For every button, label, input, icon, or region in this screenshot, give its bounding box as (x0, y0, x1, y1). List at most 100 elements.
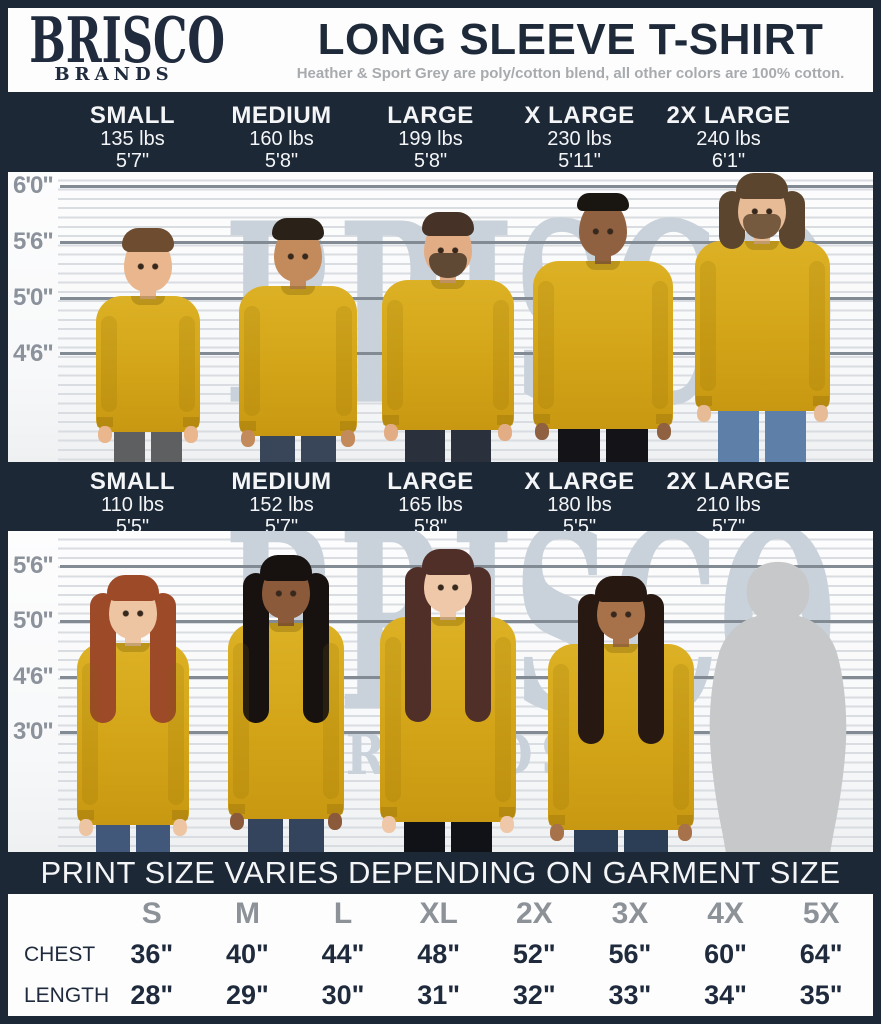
mens-model-medium (219, 218, 377, 462)
height-scale-label: 4'6" (13, 340, 54, 367)
height-scale-label: 5'6" (13, 552, 54, 579)
shirt-cuff (172, 810, 188, 820)
size-height: 5'11" (558, 150, 601, 173)
size-col-header: M (234, 897, 260, 930)
shirt-collar (586, 261, 620, 270)
hair (122, 228, 174, 252)
size-label: LARGE (387, 468, 474, 495)
mens-model-2xlarge (675, 173, 850, 462)
shirt-torso (382, 280, 514, 430)
womens-model-large (360, 549, 536, 852)
chest-value: 64" (799, 939, 843, 969)
hair (577, 193, 629, 211)
height-scale-label: 5'6" (13, 228, 54, 255)
hand (678, 824, 692, 841)
size-label: MEDIUM (231, 468, 332, 495)
hair (107, 575, 159, 601)
shirt-torso (533, 261, 673, 429)
size-col-header: 3X (611, 897, 649, 930)
mens-size-medium: MEDIUM 160 lbs 5'8" (207, 103, 356, 172)
print-size-banner: PRINT SIZE VARIES DEPENDING ON GARMENT S… (40, 855, 841, 890)
height-scale-label: 5'0" (13, 284, 54, 311)
shirt-sleeve (101, 316, 117, 412)
chest-value: 48" (417, 939, 461, 969)
chest-value: 36" (130, 939, 174, 969)
chest-row-label: CHEST (24, 942, 96, 966)
size-weight: 152 lbs (249, 494, 314, 517)
chest-value: 56" (608, 939, 652, 969)
size-height: 6'1" (711, 150, 746, 173)
header: BRISCO BRANDS LONG SLEEVE T-SHIRT Heathe… (8, 8, 873, 92)
womens-size-band: SMALL 110 lbs 5'5" MEDIUM 152 lbs 5'7" L… (8, 462, 873, 538)
shirt-sleeve (244, 306, 260, 416)
size-label: MEDIUM (231, 102, 332, 129)
height-scale-line (60, 185, 873, 188)
shirt-cuff (78, 810, 94, 820)
shirt-sleeve (233, 643, 249, 799)
mens-size-large: LARGE 199 lbs 5'8" (356, 103, 505, 172)
shirt-torso (694, 241, 830, 411)
shirt-collar (116, 643, 150, 652)
shirt-cuff (97, 417, 113, 427)
length-value: 29" (226, 980, 269, 1010)
size-table: S M L XL 2X 3X 4X 5X CHEST 36" 40" 44" 4… (8, 894, 873, 1016)
hair (260, 555, 312, 581)
beard (743, 214, 781, 239)
mens-size-small: SMALL 135 lbs 5'7" (58, 103, 207, 172)
height-scale-label: 6'0" (13, 172, 54, 199)
length-value: 34" (704, 980, 747, 1010)
hand (184, 426, 198, 443)
size-weight: 240 lbs (696, 128, 761, 151)
mens-size-band: SMALL 135 lbs 5'7" MEDIUM 160 lbs 5'8" L… (8, 92, 873, 172)
womens-model-xlarge (528, 576, 714, 852)
shirt-cuff (812, 396, 829, 406)
length-value: 30" (321, 980, 365, 1010)
height-scale-label: 4'6" (13, 663, 54, 690)
shirt-sleeve (179, 316, 195, 412)
size-label: SMALL (89, 468, 176, 495)
shirt-collar (131, 296, 165, 305)
size-label: X LARGE (524, 102, 635, 129)
beard (429, 253, 467, 278)
size-label: LARGE (387, 102, 474, 129)
shirt-cuff (656, 414, 672, 424)
shirt-sleeve (385, 637, 401, 802)
shirt-sleeve (387, 300, 403, 410)
header-titles: LONG SLEEVE T-SHIRT Heather & Sport Grey… (220, 8, 873, 92)
shirt-sleeve (652, 281, 668, 409)
hand (498, 424, 512, 441)
shirt-cuff (383, 415, 399, 425)
size-col-header: 5X (802, 897, 840, 930)
mens-model-small (76, 228, 220, 462)
size-label: SMALL (89, 102, 176, 129)
size-weight: 135 lbs (100, 128, 165, 151)
size-weight: 165 lbs (398, 494, 463, 517)
shirt-cuff (327, 804, 343, 814)
shirt-cuff (183, 417, 199, 427)
size-label: 2X LARGE (666, 102, 791, 129)
hair (422, 212, 474, 236)
mens-model-large (362, 212, 534, 462)
hand (173, 819, 187, 836)
hand (813, 405, 828, 422)
chest-value: 40" (226, 939, 269, 969)
shirt-torso (239, 286, 357, 436)
womens-size-large: LARGE 165 lbs 5'8" (356, 468, 505, 538)
size-col-header: 2X (515, 897, 553, 930)
hand (230, 813, 244, 830)
size-weight: 180 lbs (547, 494, 612, 517)
shirt-sleeve (323, 643, 339, 799)
size-col-header: XL (419, 897, 458, 930)
length-value: 35" (799, 980, 843, 1010)
shirt-collar (745, 241, 779, 250)
brand-logo: BRISCO BRANDS (8, 8, 225, 92)
size-height: 5'8" (264, 150, 299, 173)
shirt-torso (96, 296, 200, 432)
mens-photo-area: BRISCO 6'0" 5'6" 5'0" 4'6" (8, 172, 873, 462)
hand (241, 430, 255, 447)
length-row-label: LENGTH (24, 983, 110, 1007)
page-subtitle: Heather & Sport Grey are poly/cotton ble… (296, 65, 845, 82)
mens-size-2xlarge: 2X LARGE 240 lbs 6'1" (654, 103, 803, 172)
hand (696, 405, 711, 422)
shirt-collar (281, 286, 315, 295)
